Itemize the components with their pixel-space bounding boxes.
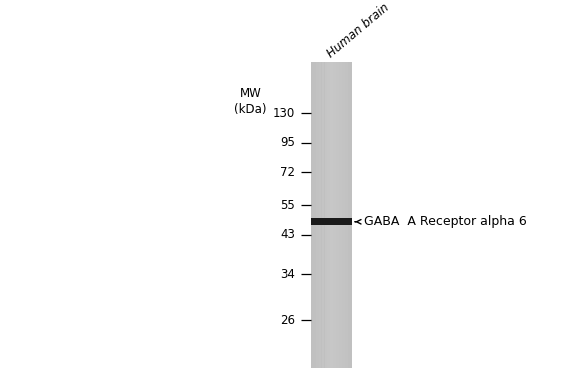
Text: GABA  A Receptor alpha 6: GABA A Receptor alpha 6 <box>364 215 527 228</box>
Text: 26: 26 <box>280 314 295 327</box>
Text: 55: 55 <box>281 199 295 212</box>
Bar <box>311 62 352 368</box>
Bar <box>336 62 339 368</box>
Bar <box>322 62 324 368</box>
Bar <box>331 62 333 368</box>
Text: 72: 72 <box>280 166 295 179</box>
Bar <box>313 62 315 368</box>
Bar <box>348 62 350 368</box>
Bar <box>316 62 318 368</box>
Text: 43: 43 <box>280 228 295 242</box>
Bar <box>339 62 342 368</box>
Text: Human brain: Human brain <box>325 2 392 60</box>
Bar <box>319 62 321 368</box>
Text: 130: 130 <box>273 107 295 120</box>
Bar <box>311 218 352 225</box>
Bar <box>328 62 330 368</box>
Bar <box>325 62 327 368</box>
Bar <box>342 62 345 368</box>
Text: MW
(kDa): MW (kDa) <box>234 87 267 116</box>
Text: 34: 34 <box>280 268 295 281</box>
Bar <box>310 62 313 368</box>
Bar <box>345 62 347 368</box>
Text: 95: 95 <box>280 136 295 149</box>
Bar <box>333 62 336 368</box>
Bar <box>351 62 353 368</box>
